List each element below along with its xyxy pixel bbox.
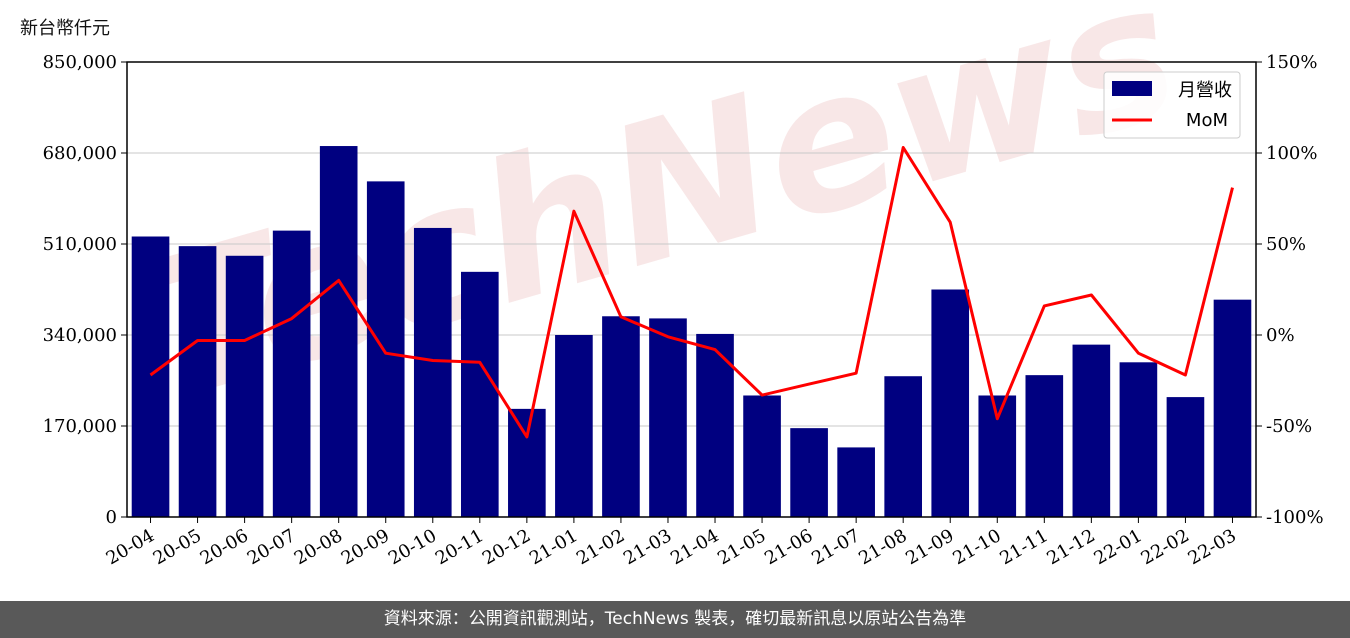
revenue-bar — [1166, 397, 1205, 517]
revenue-bar — [555, 335, 593, 517]
x-axis-tick-label: 20-11 — [432, 525, 487, 569]
x-axis-tick-label: 21-02 — [573, 525, 628, 569]
x-axis-tick-label: 21-11 — [996, 525, 1051, 569]
revenue-bar — [225, 255, 264, 517]
grid-lines — [127, 152, 1256, 427]
revenue-bar — [1072, 344, 1111, 517]
revenue-bar — [319, 146, 358, 517]
x-axis-tick-label: 20-04 — [103, 525, 158, 569]
left-axis-tick-label: 0 — [106, 507, 117, 528]
revenue-bar — [837, 447, 875, 517]
x-axis-tick-label: 20-09 — [338, 525, 393, 569]
left-axis-tick-label: 340,000 — [43, 325, 117, 346]
x-axis-tick-label: 21-01 — [526, 525, 581, 569]
revenue-bar — [790, 428, 828, 517]
x-axis-tick-label: 22-02 — [1137, 525, 1192, 569]
revenue-bar — [884, 376, 923, 517]
legend: 月營收 MoM — [1103, 71, 1241, 139]
right-axis-tick-label: 150% — [1266, 52, 1317, 73]
x-axis-tick-label: 20-07 — [244, 525, 299, 569]
x-axis-tick-label: 21-05 — [714, 525, 769, 569]
x-axis-tick-label: 21-04 — [667, 525, 722, 569]
revenue-bar — [413, 227, 452, 518]
revenue-chart: TechNews 0170,000340,000510,000680,00085… — [43, 0, 1324, 569]
revenue-bar — [696, 333, 734, 517]
source-footer: 資料來源：公開資訊觀測站，TechNews 製表，確切最新訊息以原站公告為準 — [0, 601, 1350, 638]
x-axis-tick-label: 21-07 — [808, 525, 863, 569]
revenue-bar — [460, 271, 499, 517]
x-axis-tick-label: 20-05 — [150, 525, 205, 569]
x-axis-tick-label: 20-08 — [291, 525, 346, 569]
revenue-bar — [131, 236, 170, 517]
left-axis-tick-label: 850,000 — [43, 52, 117, 73]
left-axis-tick-label: 680,000 — [43, 143, 117, 164]
revenue-bar — [178, 246, 217, 517]
x-axis-tick-label: 21-12 — [1043, 525, 1098, 569]
revenue-bar — [272, 230, 311, 517]
mom-line-series — [149, 146, 1234, 439]
right-axis-tick-label: -50% — [1266, 416, 1312, 437]
x-axis-tick-label: 22-01 — [1090, 525, 1145, 569]
x-axis-tick-label: 20-12 — [479, 525, 534, 569]
revenue-bar — [931, 289, 970, 517]
right-axis-tick-label: -100% — [1266, 507, 1324, 528]
left-axis-tick-label: 170,000 — [43, 416, 117, 437]
x-axis-tick-label: 21-10 — [949, 525, 1004, 569]
revenue-bar — [508, 408, 546, 517]
x-axis-tick-label: 20-10 — [385, 525, 440, 569]
x-axis-tick-label: 21-03 — [620, 525, 675, 569]
right-axis-tick-label: 0% — [1266, 325, 1295, 346]
right-axis-tick-label: 100% — [1266, 143, 1317, 164]
revenue-bar — [743, 395, 781, 517]
left-axis-tick-label: 510,000 — [43, 234, 117, 255]
revenue-bar — [602, 316, 640, 517]
legend-bar-swatch — [1112, 81, 1152, 96]
x-axis-tick-label: 21-06 — [761, 525, 816, 569]
x-axis-tick-label: 20-06 — [197, 525, 252, 569]
legend-bar-label: 月營收 — [1178, 80, 1232, 101]
revenue-bars — [131, 146, 1252, 518]
right-axis-tick-label: 50% — [1266, 234, 1306, 255]
mom-line — [149, 146, 1234, 439]
revenue-bar — [649, 318, 687, 517]
revenue-bar — [366, 181, 405, 517]
x-axis-tick-label: 22-03 — [1185, 525, 1240, 569]
revenue-bar — [1213, 299, 1252, 517]
y-axis-unit-label: 新台幣仟元 — [20, 18, 110, 39]
plot-frame — [126, 61, 1257, 518]
legend-line-label: MoM — [1186, 110, 1228, 131]
x-axis-tick-label: 21-08 — [855, 525, 910, 569]
revenue-bar — [1119, 362, 1158, 517]
revenue-bar — [1025, 375, 1064, 517]
x-axis-tick-label: 21-09 — [902, 525, 957, 569]
